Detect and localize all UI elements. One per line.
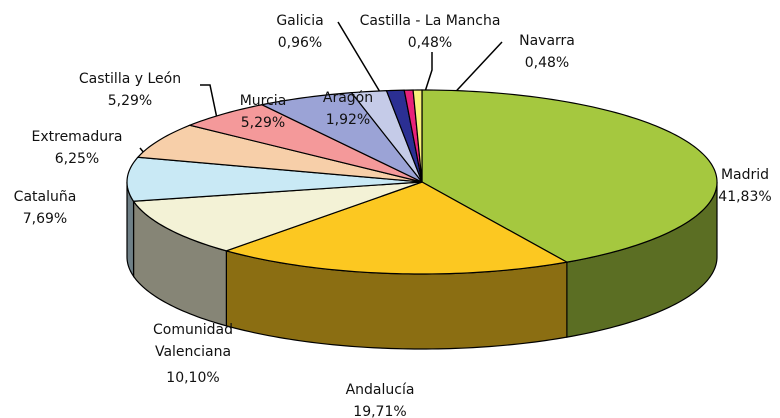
slice-label: Castilla - La Mancha bbox=[360, 13, 501, 29]
pie-top bbox=[126, 89, 718, 275]
slice-value-label: 6,25% bbox=[55, 151, 99, 167]
slice bbox=[260, 92, 423, 183]
slice-label-line: Comunidad bbox=[153, 322, 233, 338]
slice-value-label: 1,92% bbox=[326, 112, 370, 128]
slice-value-label: 19,71% bbox=[353, 404, 406, 418]
slice bbox=[136, 124, 423, 183]
slice-value-label: 10,10% bbox=[166, 370, 219, 386]
slice-label: Navarra bbox=[519, 33, 575, 49]
slice-value-label: 7,69% bbox=[23, 211, 67, 227]
slice-value-label: 5,29% bbox=[108, 93, 152, 109]
slice bbox=[421, 89, 718, 263]
slice-label: Cataluña bbox=[14, 189, 77, 205]
slice-label: Aragón bbox=[323, 90, 373, 106]
slice bbox=[132, 181, 423, 252]
slice-value-label: 5,29% bbox=[241, 115, 285, 131]
slice-label: Murcia bbox=[240, 93, 287, 109]
slice bbox=[412, 89, 423, 183]
slice-label: Galicia bbox=[276, 13, 323, 29]
slice-label: Madrid bbox=[721, 167, 769, 183]
slice bbox=[350, 90, 423, 183]
slice bbox=[187, 104, 423, 183]
slice-value-label: 0,48% bbox=[408, 35, 452, 51]
slice-label: Extremadura bbox=[32, 129, 123, 145]
slice-value-label: 0,96% bbox=[278, 35, 322, 51]
slice-label: Comunidad Valenciana bbox=[153, 322, 233, 360]
slice-value-label: 0,48% bbox=[525, 55, 569, 71]
slice-label-line: Valenciana bbox=[155, 344, 231, 360]
slice-value-label: 41,83% bbox=[718, 189, 771, 205]
slice-label: Castilla y León bbox=[79, 71, 181, 87]
slice bbox=[224, 181, 569, 275]
slice-label: Andalucía bbox=[346, 382, 415, 398]
slice bbox=[126, 156, 423, 202]
